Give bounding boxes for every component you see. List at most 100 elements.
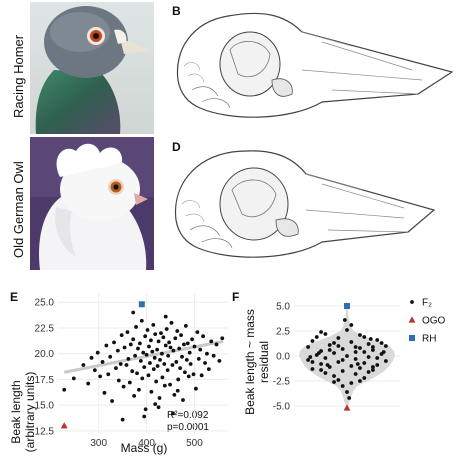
- legend-marker-rh: [409, 335, 415, 341]
- chart-e-point-f2: [190, 337, 194, 342]
- chart-e-point-f2: [184, 357, 189, 362]
- chart-e-point-f2: [181, 398, 185, 402]
- chart-f-point-f2: [358, 379, 362, 383]
- chart-e-point-f2: [192, 344, 197, 349]
- chart-f-point-f2: [353, 372, 358, 376]
- chart-e-point-f2: [162, 362, 167, 366]
- chart-e-point-f2: [147, 344, 151, 349]
- chart-e-point-f2: [198, 347, 203, 352]
- chart-f-point-f2: [355, 362, 360, 366]
- chart-f-point-f2: [340, 369, 345, 373]
- chart-e-ytick-label: 25.0: [35, 298, 55, 309]
- chart-e-point-f2: [180, 354, 184, 359]
- chart-f-point-f2: [319, 368, 323, 372]
- chart-e-point-f2: [62, 387, 67, 392]
- chart-e-point-f2: [178, 366, 183, 371]
- chart-e-point-f2: [182, 342, 186, 347]
- old-german-owl-photo: [30, 137, 154, 270]
- chart-f-point-f2: [327, 343, 332, 347]
- chart-f-point-f2: [366, 355, 371, 359]
- chart-e-fit-line: [63, 339, 224, 374]
- chart-f-point-f2: [366, 370, 371, 374]
- chart-e-point-f2: [154, 379, 159, 384]
- chart-e-r2-annotation: R²=0.092: [167, 410, 209, 421]
- chart-f-point-f2: [336, 378, 341, 382]
- chart-e-point-f2: [191, 372, 196, 377]
- chart-e-xtick-label: 400: [138, 438, 155, 449]
- chart-e-point-f2: [135, 371, 139, 376]
- chart-f-ytick-label: 0.0: [276, 352, 290, 363]
- chart-e-point-f2: [183, 324, 188, 328]
- chart-e-point-f2: [175, 329, 180, 333]
- chart-f-point-f2: [319, 362, 323, 366]
- chart-e-point-f2: [158, 357, 162, 362]
- chart-f-point-f2: [310, 367, 315, 371]
- chart-f-point-f2: [353, 345, 358, 349]
- chart-e-xlabel: Mass (g): [121, 441, 168, 455]
- chart-e-point-f2: [132, 394, 137, 398]
- chart-f-point-f2: [332, 374, 336, 378]
- chart-e-point-f2: [89, 355, 94, 360]
- chart-e-point-ogo: [60, 422, 68, 429]
- chart-e-point-f2: [143, 407, 148, 412]
- breed-label-old-german-owl: Old German Owl: [11, 161, 26, 258]
- chart-e-point-f2: [186, 374, 191, 379]
- chart-f-point-f2: [375, 338, 380, 342]
- chart-e-point-f2: [167, 340, 171, 345]
- chart-e-point-f2: [115, 348, 120, 353]
- chart-f-point-f2: [310, 339, 315, 343]
- chart-e-point-f2: [220, 336, 225, 341]
- chart-e-point-f2: [134, 325, 138, 329]
- chart-f-point-f2: [371, 348, 375, 352]
- chart-e-point-f2: [92, 368, 97, 373]
- chart-e-point-f2: [116, 378, 121, 383]
- chart-f-point-f2: [375, 356, 380, 360]
- chart-e-point-f2: [136, 346, 140, 351]
- chart-f-point-f2: [349, 364, 354, 368]
- chart-e-point-f2: [142, 414, 147, 419]
- chart-e-point-f2: [160, 351, 164, 356]
- chart-f-point-f2: [332, 351, 336, 355]
- chart-e-point-f2: [131, 310, 136, 315]
- chart-e-point-f2: [170, 363, 175, 367]
- chart-f-point-f2: [371, 345, 375, 349]
- chart-f-legend: F₂ OGO RH: [408, 298, 446, 345]
- chart-e-point-f2: [187, 350, 192, 355]
- chart-e-point-f2: [108, 354, 113, 359]
- chart-f-point-f2: [340, 347, 345, 351]
- chart-e-point-f2: [201, 334, 205, 339]
- chart-e-point-f2: [138, 359, 143, 363]
- chart-f-point-f2: [336, 344, 341, 348]
- chart-f-point-f2: [340, 384, 345, 388]
- chart-e-ytick-label: 12.5: [35, 426, 55, 437]
- chart-f-ytick-label: -5.0: [273, 402, 291, 413]
- breed-label-racing-homer: Racing Homer: [11, 34, 26, 118]
- chart-e-point-f2: [151, 367, 156, 372]
- chart-f-point-f2: [314, 335, 319, 339]
- chart-e-point-f2: [217, 359, 222, 363]
- chart-e-point-f2: [121, 384, 126, 389]
- chart-e-point-f2: [183, 370, 187, 375]
- chart-e-point-f2: [143, 334, 148, 339]
- chart-e-point-f2: [122, 345, 127, 350]
- chart-e-point-f2: [161, 335, 166, 340]
- legend-marker-ogo: [408, 316, 416, 323]
- chart-e-point-f2: [148, 361, 152, 365]
- chart-f-point-f2: [336, 360, 341, 364]
- chart-f-ytick-label: 5.0: [276, 302, 290, 313]
- chart-f-point-f2: [358, 333, 362, 337]
- chart-e-point-f2: [199, 373, 204, 378]
- chart-e-point-f2: [114, 366, 118, 371]
- chart-e-point-f2: [194, 386, 198, 391]
- chart-f-point-f2: [345, 328, 349, 332]
- chart-f-point-f2: [323, 332, 328, 336]
- chart-e-point-f2: [126, 356, 131, 361]
- chart-e-point-f2: [150, 349, 155, 354]
- chart-e-point-f2: [163, 314, 168, 319]
- chart-e-point-f2: [112, 340, 116, 345]
- chart-f-point-f2: [345, 390, 349, 394]
- chart-e-point-f2: [146, 373, 151, 378]
- chart-f-point-f2: [366, 342, 371, 346]
- chart-f-point-f2: [375, 363, 380, 367]
- chart-e-point-f2: [153, 402, 158, 407]
